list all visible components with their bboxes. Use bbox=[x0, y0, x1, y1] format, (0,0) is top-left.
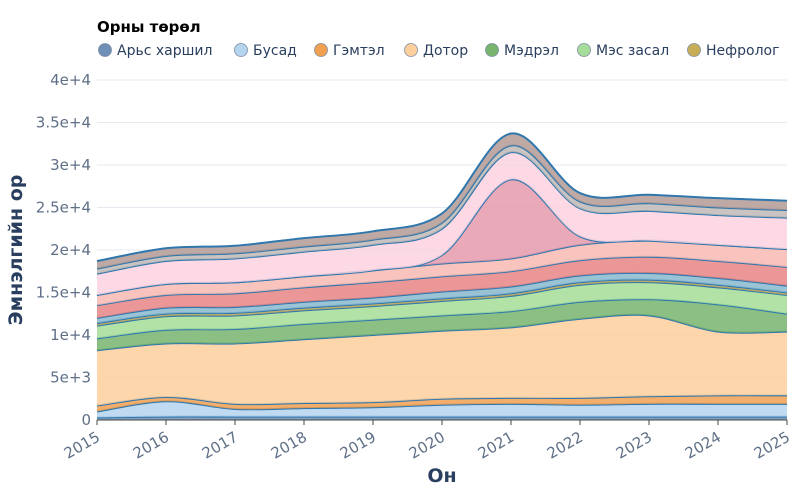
legend-label: Мэдрэл bbox=[504, 43, 559, 59]
area-series-13 bbox=[97, 133, 787, 269]
legend-item[interactable]: Дотор bbox=[404, 43, 469, 59]
series-line-0 bbox=[96, 415, 787, 419]
area-series-2 bbox=[97, 395, 787, 412]
y-tick-label: 3.5e+4 bbox=[36, 114, 91, 132]
legend-item[interactable]: Мэс засал bbox=[577, 43, 670, 59]
area-series bbox=[96, 132, 788, 420]
y-axis-title: Эмнэлгийн ор bbox=[5, 175, 27, 326]
legend-item[interactable]: Нефролог bbox=[687, 43, 780, 59]
x-tick-label: 2022 bbox=[544, 428, 586, 463]
legend-marker bbox=[98, 43, 112, 57]
y-tick-label: 2.5e+4 bbox=[36, 199, 91, 217]
legend-marker bbox=[687, 43, 701, 57]
legend-item[interactable]: Арьс харшил bbox=[98, 43, 213, 59]
legend-item[interactable]: Гэмтэл bbox=[314, 43, 385, 59]
area-series-9 bbox=[97, 240, 787, 306]
legend-marker bbox=[314, 43, 328, 57]
area-series-7 bbox=[97, 272, 787, 324]
y-axis: 0 5e+3 1e+4 1.5e+4 2e+4 2.5e+4 3e+4 3.5e+4 4e+4 bbox=[36, 71, 91, 429]
legend-marker bbox=[404, 43, 418, 57]
area-series-12 bbox=[97, 145, 787, 274]
legend-label: Дотор bbox=[423, 43, 468, 59]
x-tick-label: 2023 bbox=[613, 428, 655, 463]
legend-label: Нефролог bbox=[706, 43, 779, 59]
y-tick-label: 2e+4 bbox=[50, 241, 91, 259]
legend-label: Мэс засал bbox=[596, 43, 669, 59]
area-series-5 bbox=[97, 282, 787, 339]
legend-label: Гэмтэл bbox=[333, 43, 385, 59]
legend-item[interactable]: Бусад bbox=[234, 43, 297, 59]
legend-marker bbox=[234, 43, 248, 57]
area-series-8 bbox=[97, 256, 787, 318]
series-line-13 bbox=[96, 132, 788, 263]
x-tick-label: 2018 bbox=[268, 428, 310, 463]
area-series-3 bbox=[97, 314, 787, 406]
legend-title: Орны төрөл bbox=[97, 18, 201, 36]
legend-label: Бусад bbox=[253, 43, 297, 59]
y-tick-label: 1e+4 bbox=[50, 326, 91, 344]
x-tick-label: 2020 bbox=[406, 428, 448, 463]
y-tick-label: 0 bbox=[81, 411, 91, 429]
y-tick-label: 4e+4 bbox=[50, 71, 91, 89]
x-tick-label: 2017 bbox=[199, 428, 241, 463]
x-tick-label: 2024 bbox=[682, 428, 724, 463]
legend-item[interactable]: Мэдрэл bbox=[485, 43, 559, 59]
area-series-4 bbox=[97, 299, 787, 351]
y-tick-label: 3e+4 bbox=[50, 156, 91, 174]
area-series-11 bbox=[97, 152, 787, 296]
legend: Орны төрөл Арьс харшил Бусад Гэмтэл Дотор Мэ… bbox=[97, 18, 779, 59]
legend-marker bbox=[485, 43, 499, 57]
x-tick-label: 2016 bbox=[130, 428, 172, 463]
x-axis: 2015 2016 2017 2018 2019 2020 2021 2022 2023 2024… bbox=[61, 419, 793, 463]
x-tick-label: 2015 bbox=[61, 428, 103, 463]
x-axis-title: Он bbox=[427, 465, 456, 487]
y-tick-label: 1.5e+4 bbox=[36, 284, 91, 302]
x-tick-label: 2025 bbox=[751, 428, 793, 463]
x-tick-label: 2019 bbox=[337, 428, 379, 463]
legend-label: Арьс харшил bbox=[117, 43, 212, 59]
legend-marker bbox=[577, 43, 591, 57]
x-tick-label: 2021 bbox=[475, 428, 517, 463]
y-tick-label: 5e+3 bbox=[50, 369, 91, 387]
